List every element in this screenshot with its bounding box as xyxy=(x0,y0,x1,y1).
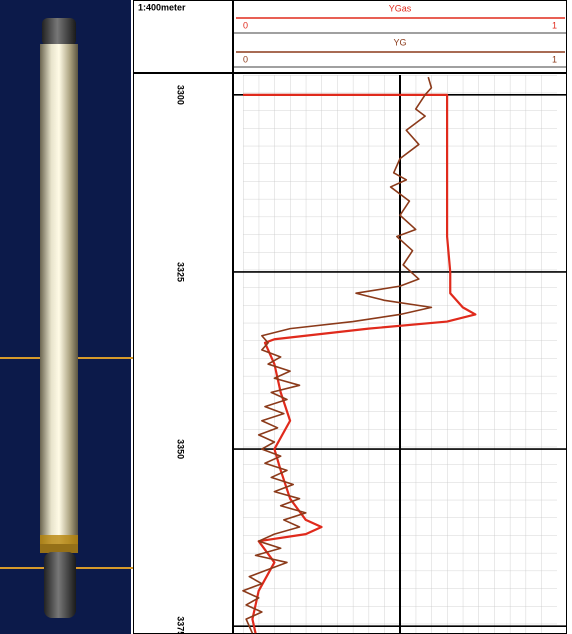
depth-label: 3300 xyxy=(176,85,186,105)
tool-photo xyxy=(0,0,131,634)
depth-label: 3375 xyxy=(176,616,186,634)
x-tick-label: 0 xyxy=(243,20,248,30)
legend-label: YGas xyxy=(389,3,412,13)
depth-label: 3325 xyxy=(176,262,186,282)
x-tick-label: 1 xyxy=(552,20,557,30)
depth-label: 3350 xyxy=(176,439,186,459)
x-tick-label: 1 xyxy=(552,54,557,64)
legend-label: YG xyxy=(393,37,406,47)
page: 1:400meter 3300 3325 3350 3375 YGas 0 1 YG 0 1 xyxy=(0,0,572,634)
scale-header: 1:400meter xyxy=(138,2,186,12)
x-tick-label: 0 xyxy=(243,54,248,64)
